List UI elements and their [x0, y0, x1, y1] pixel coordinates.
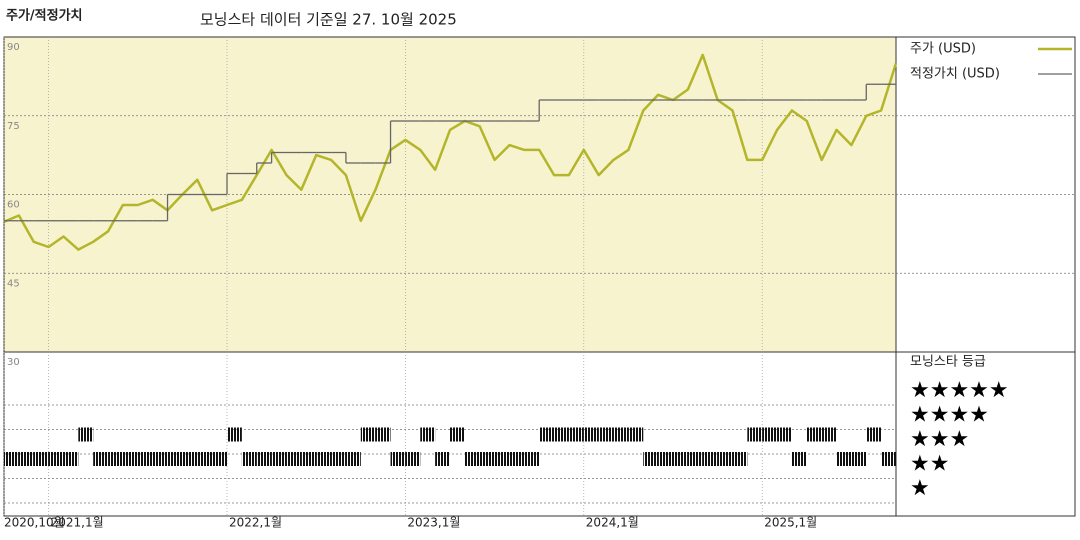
rating-label: ★★ — [910, 452, 949, 477]
y-tick-label: 60 — [7, 200, 20, 211]
rating-bar — [345, 452, 361, 466]
rating-bar — [18, 452, 34, 466]
rating-bar — [78, 427, 94, 442]
rating-bar — [48, 452, 64, 466]
rating-bar — [405, 452, 421, 466]
rating-bar — [866, 427, 882, 442]
x-tick-label: 2024,1월 — [586, 516, 639, 530]
rating-bar — [687, 452, 703, 466]
y-tick-label: 90 — [7, 42, 20, 53]
rating-label: ★★★★ — [910, 403, 989, 428]
rating-bar — [673, 452, 688, 466]
rating-bar — [197, 452, 213, 466]
legend-label: 적정가치 (USD) — [910, 67, 1000, 82]
rating-bar — [509, 452, 525, 466]
rating-bar — [628, 427, 644, 442]
rating-bar — [316, 452, 332, 466]
x-tick-label: 2025,1월 — [764, 516, 817, 530]
rating-bar — [791, 452, 807, 466]
rating-bar — [390, 452, 406, 466]
rating-bar — [4, 452, 19, 466]
rating-bar — [108, 452, 123, 466]
rating-bar — [762, 427, 778, 442]
rating-bar — [63, 452, 79, 466]
rating-bar — [152, 452, 168, 466]
rating-bar — [658, 452, 673, 466]
chart-title: 주가/적정가치 — [6, 8, 83, 24]
subtitle: 모닝스타 데이터 기준일 27. 10월 2025 — [200, 11, 457, 29]
rating-bar — [851, 452, 867, 466]
rating-bar — [435, 452, 450, 466]
rating-label: ★★★★★ — [910, 378, 1009, 403]
rating-title: 모닝스타 등급 — [910, 355, 986, 370]
rating-bar — [494, 452, 510, 466]
rating-bar — [212, 452, 227, 466]
rating-bar — [93, 452, 109, 466]
rating-bar — [286, 452, 302, 466]
rating-bar — [450, 427, 465, 442]
x-tick-label: 2022,1월 — [229, 516, 282, 530]
rating-bar — [524, 452, 540, 466]
x-tick-label: 2021,1월 — [51, 516, 104, 530]
price-line — [3, 53, 898, 251]
rating-bar — [331, 452, 346, 466]
rating-bar — [747, 427, 763, 442]
rating-bar — [568, 427, 584, 442]
y-tick-label: 45 — [7, 278, 20, 289]
rating-bar — [241, 452, 257, 466]
rating-bar — [717, 452, 733, 466]
rating-bar — [182, 452, 198, 466]
rating-bar — [643, 452, 659, 466]
rating-bar — [732, 452, 748, 466]
x-tick-label: 2020,10월 — [4, 516, 65, 530]
rating-bar — [464, 452, 480, 466]
rating-bar — [613, 427, 629, 442]
y-tick-label: 75 — [7, 121, 20, 132]
rating-bar — [539, 427, 555, 442]
rating-bar — [598, 427, 614, 442]
rating-bar — [227, 427, 242, 442]
rating-bar — [167, 452, 183, 466]
rating-bar — [821, 427, 837, 442]
rating-bar — [122, 452, 138, 466]
rating-label: ★★★ — [910, 427, 969, 452]
x-tick-label: 2023,1월 — [407, 516, 460, 530]
rating-bar — [777, 427, 792, 442]
y-tick-label: 30 — [7, 357, 20, 368]
rating-bar — [271, 452, 287, 466]
rating-bar — [256, 452, 272, 466]
rating-bar — [301, 452, 317, 466]
rating-bar — [836, 452, 852, 466]
frame — [3, 36, 1076, 517]
legend-label: 주가 (USD) — [910, 42, 976, 57]
rating-bar — [583, 427, 599, 442]
rating-bar — [420, 427, 436, 442]
rating-bar — [360, 427, 376, 442]
rating-bar — [881, 452, 896, 466]
rating-bar — [479, 452, 495, 466]
rating-label: ★ — [910, 476, 930, 501]
rating-bar — [375, 427, 391, 442]
rating-bar — [702, 452, 718, 466]
rating-bar — [554, 427, 569, 442]
rating-bar — [33, 452, 49, 466]
rating-bar — [137, 452, 153, 466]
rating-bar — [806, 427, 822, 442]
